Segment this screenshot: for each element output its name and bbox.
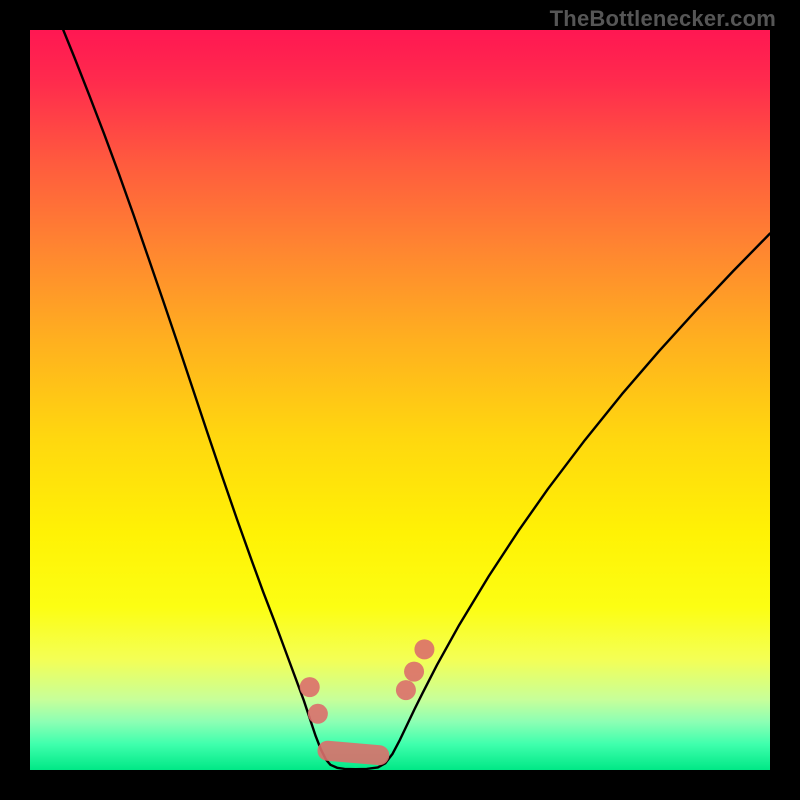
chart-svg <box>30 30 770 770</box>
marker-dot <box>414 639 434 659</box>
marker-dot <box>300 677 320 697</box>
watermark-text: TheBottlenecker.com <box>550 6 776 32</box>
outer-frame: TheBottlenecker.com <box>0 0 800 800</box>
marker-dot <box>308 704 328 724</box>
plot-area <box>30 30 770 770</box>
marker-dot <box>396 680 416 700</box>
marker-dot <box>404 662 424 682</box>
marker-capsule <box>327 751 379 755</box>
